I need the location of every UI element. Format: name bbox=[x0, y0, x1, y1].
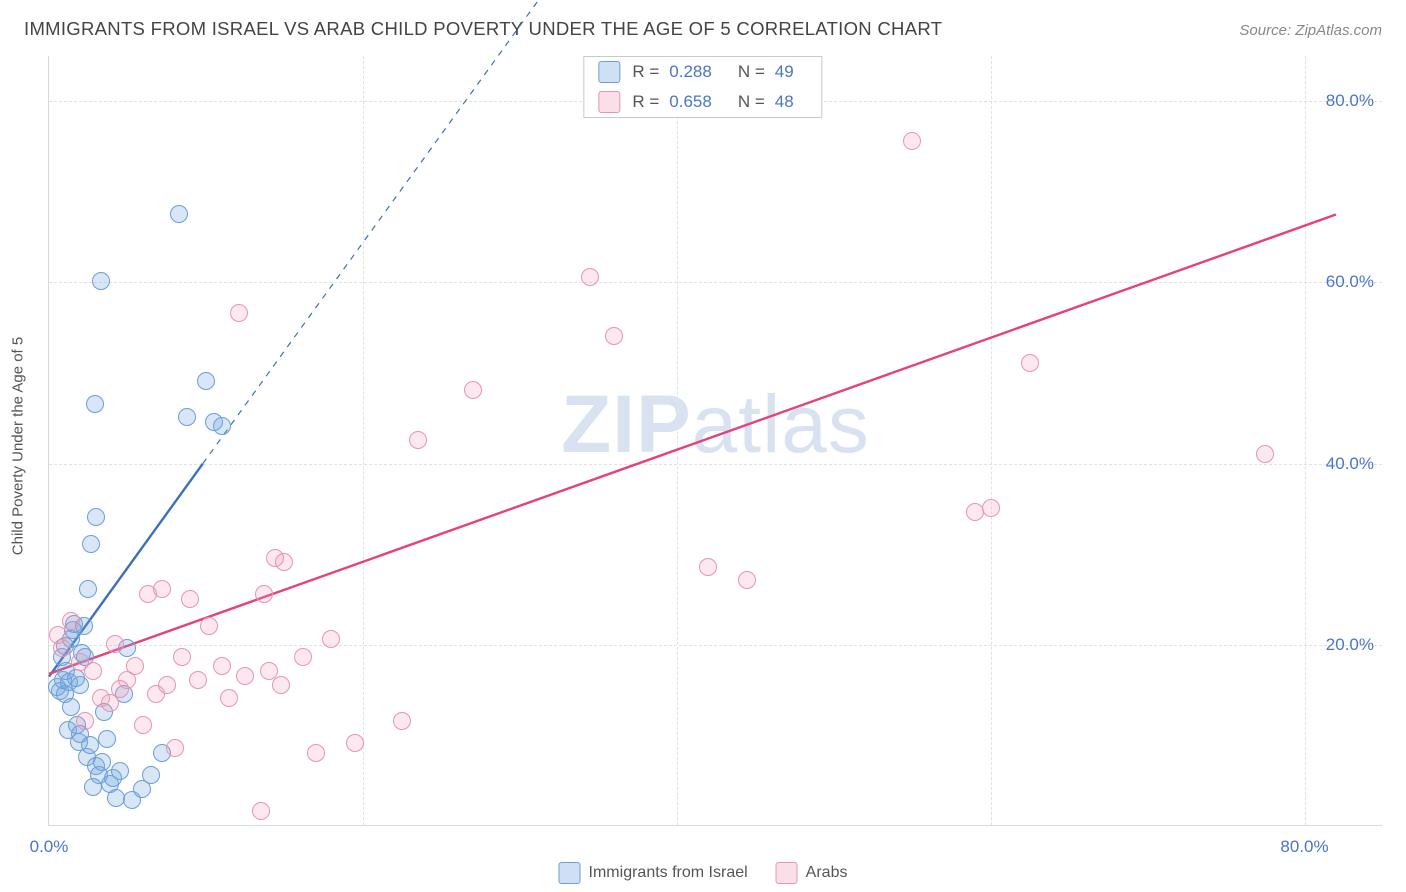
gridline-v bbox=[1305, 56, 1306, 825]
data-point-israel bbox=[92, 272, 110, 290]
data-point-israel bbox=[213, 417, 231, 435]
data-point-arabs bbox=[200, 617, 218, 635]
data-point-arabs bbox=[213, 657, 231, 675]
series-legend: Immigrants from Israel Arabs bbox=[559, 862, 848, 884]
data-point-arabs bbox=[982, 499, 1000, 517]
data-point-arabs bbox=[294, 648, 312, 666]
r-value-arabs: 0.658 bbox=[669, 92, 712, 112]
data-point-arabs bbox=[236, 667, 254, 685]
data-point-arabs bbox=[605, 327, 623, 345]
y-axis-label: Child Poverty Under the Age of 5 bbox=[10, 337, 27, 555]
data-point-israel bbox=[178, 408, 196, 426]
data-point-arabs bbox=[230, 304, 248, 322]
data-point-arabs bbox=[62, 612, 80, 630]
data-point-arabs bbox=[252, 802, 270, 820]
legend-item-arabs: Arabs bbox=[776, 862, 848, 884]
data-point-arabs bbox=[275, 553, 293, 571]
data-point-arabs bbox=[153, 580, 171, 598]
legend-item-israel: Immigrants from Israel bbox=[559, 862, 748, 884]
n-value-arabs: 48 bbox=[775, 92, 794, 112]
data-point-arabs bbox=[189, 671, 207, 689]
data-point-arabs bbox=[272, 676, 290, 694]
data-point-israel bbox=[197, 372, 215, 390]
data-point-israel bbox=[142, 766, 160, 784]
data-point-arabs bbox=[699, 558, 717, 576]
gridline-v bbox=[991, 56, 992, 825]
y-tick-label: 60.0% bbox=[1326, 272, 1374, 292]
r-value-israel: 0.288 bbox=[669, 62, 712, 82]
data-point-israel bbox=[170, 205, 188, 223]
x-tick-label: 0.0% bbox=[30, 837, 69, 857]
stats-row-israel: R = 0.288 N = 49 bbox=[584, 57, 821, 87]
y-tick-label: 40.0% bbox=[1326, 454, 1374, 474]
data-point-arabs bbox=[255, 585, 273, 603]
data-point-arabs bbox=[106, 635, 124, 653]
data-point-arabs bbox=[173, 648, 191, 666]
stats-row-arabs: R = 0.658 N = 48 bbox=[584, 87, 821, 117]
x-tick-label: 80.0% bbox=[1280, 837, 1328, 857]
gridline-v bbox=[677, 56, 678, 825]
data-point-israel bbox=[86, 395, 104, 413]
y-tick-label: 20.0% bbox=[1326, 635, 1374, 655]
data-point-israel bbox=[79, 580, 97, 598]
data-point-israel bbox=[62, 698, 80, 716]
data-point-arabs bbox=[464, 381, 482, 399]
n-value-israel: 49 bbox=[775, 62, 794, 82]
data-point-arabs bbox=[76, 712, 94, 730]
swatch-pink-icon bbox=[776, 862, 798, 884]
data-point-arabs bbox=[134, 716, 152, 734]
chart-header: IMMIGRANTS FROM ISRAEL VS ARAB CHILD POV… bbox=[24, 18, 1382, 40]
watermark: ZIPatlas bbox=[561, 378, 870, 472]
data-point-arabs bbox=[84, 662, 102, 680]
data-point-israel bbox=[87, 508, 105, 526]
data-point-arabs bbox=[581, 268, 599, 286]
gridline-h bbox=[49, 645, 1382, 646]
data-point-arabs bbox=[220, 689, 238, 707]
swatch-blue-icon bbox=[559, 862, 581, 884]
data-point-arabs bbox=[738, 571, 756, 589]
gridline-h bbox=[49, 464, 1382, 465]
data-point-israel bbox=[111, 762, 129, 780]
data-point-arabs bbox=[307, 744, 325, 762]
data-point-arabs bbox=[322, 630, 340, 648]
swatch-pink-icon bbox=[598, 91, 620, 113]
gridline-h bbox=[49, 282, 1382, 283]
source-credit: Source: ZipAtlas.com bbox=[1239, 22, 1382, 39]
scatter-plot-area: ZIPatlas 20.0%40.0%60.0%80.0%0.0%80.0% bbox=[48, 56, 1382, 826]
data-point-israel bbox=[93, 753, 111, 771]
data-point-arabs bbox=[409, 431, 427, 449]
data-point-arabs bbox=[1256, 445, 1274, 463]
data-point-arabs bbox=[53, 639, 71, 657]
data-point-arabs bbox=[126, 657, 144, 675]
data-point-arabs bbox=[903, 132, 921, 150]
gridline-v bbox=[363, 56, 364, 825]
data-point-arabs bbox=[166, 739, 184, 757]
y-tick-label: 80.0% bbox=[1326, 91, 1374, 111]
swatch-blue-icon bbox=[598, 61, 620, 83]
data-point-israel bbox=[84, 778, 102, 796]
chart-title: IMMIGRANTS FROM ISRAEL VS ARAB CHILD POV… bbox=[24, 18, 942, 40]
data-point-arabs bbox=[181, 590, 199, 608]
trend-lines bbox=[49, 56, 1383, 826]
data-point-arabs bbox=[158, 676, 176, 694]
data-point-israel bbox=[67, 669, 85, 687]
data-point-arabs bbox=[346, 734, 364, 752]
data-point-arabs bbox=[393, 712, 411, 730]
data-point-israel bbox=[98, 730, 116, 748]
stats-legend: R = 0.288 N = 49 R = 0.658 N = 48 bbox=[583, 56, 822, 118]
data-point-israel bbox=[82, 535, 100, 553]
data-point-arabs bbox=[1021, 354, 1039, 372]
